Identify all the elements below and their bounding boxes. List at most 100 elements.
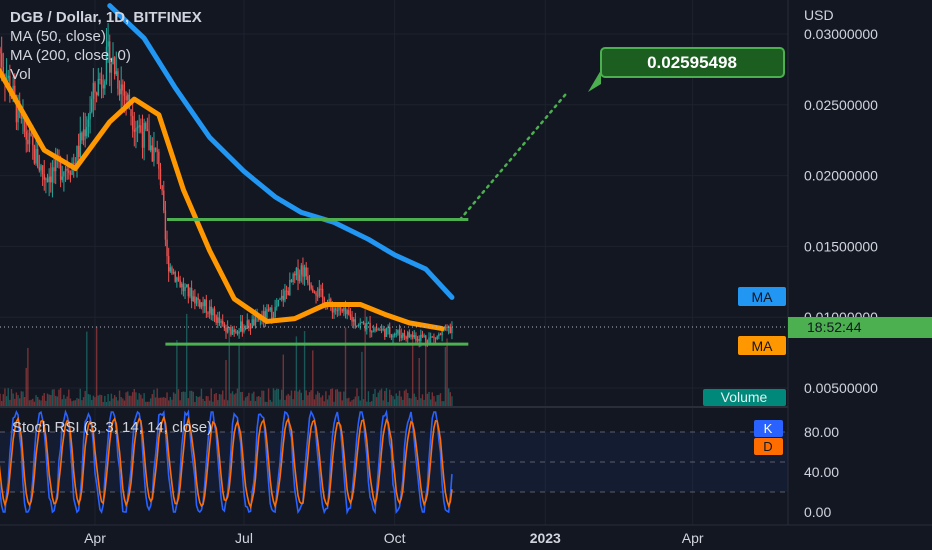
volume-bar [2,394,5,406]
volume-bar [172,392,175,406]
candle-body [253,319,255,326]
volume-bar [5,396,8,406]
candle-body [86,126,88,137]
ma200-line [107,3,455,300]
volume-bar [12,393,14,406]
ma50-badge[interactable]: MA [738,336,786,355]
volume-bar [89,394,91,406]
candle-body [171,267,173,274]
volume-bar [112,398,114,406]
volume-bar [397,395,399,406]
candle-body [236,331,239,334]
price-axis-unit: USD [804,7,834,23]
volume-bar [426,393,429,406]
candle-body [325,306,327,309]
volume-bar [375,397,378,406]
volume-bar [32,398,34,406]
ma50-legend[interactable]: MA (50, close) [10,28,106,45]
volume-bar [449,392,452,406]
candle-body [428,337,430,343]
volume-bar [416,399,419,406]
volume-bar [58,389,60,406]
volume-bar [184,391,186,406]
price-axis-ticks[interactable]: 0.03000000 0.02500000 0.02000000 0.01500000… [804,26,878,396]
volume-bar [100,395,103,406]
volume-bar [408,398,411,406]
time-tick-label: Jul [235,530,253,546]
candle-body [282,295,284,301]
volume-bar [393,399,396,406]
candle-body [184,286,186,292]
volume-bar [128,395,131,406]
volume-bar [307,395,309,406]
stoch-k-badge[interactable]: K [754,420,783,437]
volume-bar [439,393,442,406]
candle-body [7,75,9,78]
ma200-legend[interactable]: MA (200, close, 0) [10,47,131,64]
volume-bars [0,309,453,406]
volume-bar [353,399,355,406]
grid-lines [0,0,788,525]
candle-body [91,98,93,112]
volume-bar [226,400,229,406]
volume-bar [99,394,101,406]
candle-body [82,129,85,141]
volume-bar [210,388,212,406]
volume-bar [390,394,393,406]
volume-bar [423,399,425,406]
volume-bar [341,400,343,406]
volume-bar [377,392,379,406]
volume-bar [425,334,427,406]
volume-badge[interactable]: Volume [703,389,786,406]
candle-body [287,290,289,296]
volume-bar [421,394,424,406]
ma200-badge[interactable]: MA [738,287,786,306]
volume-bar [297,391,299,406]
volume-bar [69,398,72,406]
candle-body [262,311,265,321]
volume-bar [246,396,248,406]
volume-bar [145,401,147,406]
candle-body [235,331,237,333]
projection-line [458,90,570,221]
candle-body [118,88,121,95]
candle-body [316,295,319,297]
candle-body [246,320,248,330]
candle-body [416,339,419,341]
candle-body [115,71,117,75]
candle-body [369,322,371,332]
candle-body [338,307,340,311]
volume-bar [302,400,304,406]
volume-bar [30,399,32,406]
target-callout[interactable]: 0.02595498 [588,47,785,92]
price-tick-label: 0.00500000 [804,380,878,396]
volume-bar [444,347,447,406]
stoch-d-badge[interactable]: D [754,438,783,455]
volume-legend[interactable]: Vol [10,66,31,83]
volume-bar [81,400,83,406]
time-axis-ticks[interactable]: Apr Jul Oct 2023 Apr [84,530,704,546]
volume-bar [266,401,268,406]
candle-body [97,78,99,96]
volume-bar [259,397,262,406]
volume-bar [148,401,150,406]
candle-body [387,327,389,329]
volume-bar [321,395,324,406]
volume-bar [66,396,68,406]
volume-bar [95,326,98,406]
candle-body [272,317,275,319]
countdown-badge[interactable]: 18:52:44 [788,317,932,338]
volume-bar [230,393,232,406]
candle-body [284,290,286,301]
ma50-badge-label: MA [752,338,774,354]
candle-body [449,326,452,333]
candle-body [2,67,5,75]
candle-body [389,327,391,335]
volume-bar [249,400,252,406]
volume-bar [222,390,224,406]
candle-body [385,328,388,337]
volume-bar [441,401,443,406]
candle-body [364,324,366,330]
volume-bar [35,395,37,406]
